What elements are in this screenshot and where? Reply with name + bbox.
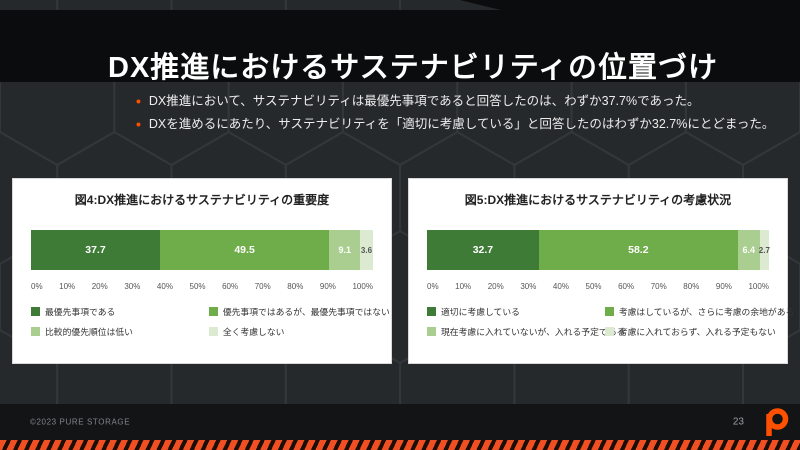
bar-segment: 6.4: [737, 230, 760, 270]
copyright-text: ©2023 PURE STORAGE: [30, 417, 131, 427]
pure-storage-logo: [766, 408, 789, 436]
title-band: DX推進におけるサステナビリティの位置づけ: [0, 10, 800, 84]
chart-title: 図4:DX推進におけるサステナビリティの重要度: [74, 193, 330, 207]
axis-tick-label: 50%: [585, 282, 602, 291]
segment-value-label: 37.7: [85, 244, 106, 256]
segment-value-label: 49.5: [234, 244, 255, 256]
legend-label: 優先事項ではあるが、最優先事項ではない: [222, 307, 390, 317]
axis-tick-label: 90%: [319, 282, 336, 291]
axis-tick-label: 100%: [748, 282, 769, 291]
bar-segment: 37.7: [31, 230, 160, 270]
legend-swatch: [604, 307, 614, 316]
axis-tick-label: 80%: [683, 282, 700, 291]
bullet-text: DXを進めるにあたり、サステナビリティを「適切に考慮している」と回答したのはわず…: [148, 117, 775, 131]
axis-tick-label: 100%: [352, 282, 373, 291]
legend-label: 考慮に入れておらず、入れる予定もない: [618, 327, 776, 337]
axis-tick-label: 70%: [650, 282, 667, 291]
axis-tick-label: 30%: [124, 282, 141, 291]
legend-swatch: [427, 307, 436, 316]
axis-tick-label: 40%: [156, 282, 173, 291]
bullet-marker: •: [136, 116, 141, 132]
legend-label: 考慮はしているが、さらに考慮の余地がある: [618, 307, 795, 317]
stacked-bar: 32.7 58.2 6.4 2.7: [427, 230, 770, 270]
page-number: 23: [732, 416, 744, 428]
legend-item: 考慮はしているが、さらに考慮の余地がある: [604, 305, 794, 318]
axis-tick-label: 80%: [287, 282, 304, 291]
bullet-text: DX推進において、サステナビリティは最優先事項であると回答したのは、わずか37.…: [148, 94, 700, 108]
chart-legend: 最優先事項である 優先事項ではあるが、最優先事項ではない 比較的優先順位は低い …: [31, 305, 390, 338]
legend-item: 優先事項ではあるが、最優先事項ではない: [208, 305, 390, 318]
bar-segment: 3.6: [360, 230, 373, 270]
axis-tick-label: 0%: [31, 282, 43, 291]
segment-value-label: 9.1: [338, 245, 352, 255]
legend-item: 現在考慮に入れていないが、入れる予定である: [427, 325, 625, 338]
axis-tick-label: 60%: [222, 282, 239, 291]
bullet-item: • DX推進において、サステナビリティは最優先事項であると回答したのは、わずか3…: [136, 90, 776, 113]
x-axis-tick-labels: 0% 10% 20% 30% 40% 50% 60% 70% 80% 90% 100%: [427, 282, 769, 291]
legend-swatch: [427, 327, 436, 336]
legend-item: 全く考慮しない: [208, 325, 373, 338]
axis-tick-label: 20%: [91, 282, 108, 291]
axis-tick-label: 90%: [715, 282, 732, 291]
bar-segment: 49.5: [159, 230, 330, 270]
segment-value-label: 2.7: [758, 245, 770, 255]
chart-title: 図5:DX推進におけるサステナビリティの考慮状況: [464, 193, 732, 207]
bullet-list: • DX推進において、サステナビリティは最優先事項であると回答したのは、わずか3…: [136, 90, 776, 136]
axis-tick-label: 70%: [254, 282, 271, 291]
axis-tick-label: 40%: [552, 282, 569, 291]
segment-value-label: 32.7: [472, 244, 494, 256]
legend-label: 最優先事項である: [45, 307, 116, 317]
axis-tick-label: 10%: [455, 282, 472, 291]
legend-swatch: [208, 327, 218, 336]
axis-tick-label: 50%: [189, 282, 206, 291]
footer-bar: ©2023 PURE STORAGE 23: [0, 404, 800, 440]
x-axis-tick-labels: 0% 10% 20% 30% 40% 50% 60% 70% 80% 90% 100%: [31, 282, 373, 291]
segment-value-label: 3.6: [360, 245, 373, 255]
bar-segment: 58.2: [538, 230, 738, 270]
legend-item: 比較的優先順位は低い: [31, 325, 209, 338]
legend-label: 適切に考慮している: [441, 307, 520, 317]
legend-swatch: [31, 327, 40, 336]
axis-tick-label: 20%: [487, 282, 504, 291]
legend-item: 適切に考慮している: [427, 305, 605, 318]
axis-tick-label: 30%: [520, 282, 537, 291]
stacked-bar: 37.7 49.5 9.1 3.6: [31, 230, 373, 270]
bar-segment: 2.7: [758, 230, 770, 270]
legend-swatch: [31, 307, 40, 316]
header-accent-shape: [460, 0, 800, 10]
legend-swatch: [604, 327, 614, 336]
legend-swatch: [208, 307, 218, 316]
bar-segment: 32.7: [427, 230, 539, 270]
segment-value-label: 58.2: [628, 244, 649, 256]
legend-label: 全く考慮しない: [222, 327, 285, 337]
chart-panel-figure5: 図5:DX推進におけるサステナビリティの考慮状況 32.7 58.2 6.4 2…: [408, 178, 794, 364]
legend-item: 最優先事項である: [31, 305, 209, 318]
page-title: DX推進におけるサステナビリティの位置づけ: [108, 52, 718, 85]
chart-panel-figure4: 図4:DX推進におけるサステナビリティの重要度 37.7 49.5 9.1 3.…: [12, 178, 392, 364]
chart-legend: 適切に考慮している 考慮はしているが、さらに考慮の余地がある 現在考慮に入れてい…: [427, 305, 794, 338]
axis-tick-label: 60%: [618, 282, 635, 291]
axis-tick-label: 10%: [59, 282, 76, 291]
legend-item: 考慮に入れておらず、入れる予定もない: [604, 325, 776, 338]
bullet-item: • DXを進めるにあたり、サステナビリティを「適切に考慮している」と回答したのは…: [136, 113, 776, 136]
legend-label: 比較的優先順位は低い: [45, 327, 133, 337]
bottom-stripe-band: [0, 440, 800, 450]
axis-tick-label: 0%: [427, 282, 439, 291]
bullet-marker: •: [136, 93, 141, 109]
legend-label: 現在考慮に入れていないが、入れる予定である: [441, 327, 626, 337]
segment-value-label: 6.4: [742, 245, 756, 255]
bar-segment: 9.1: [329, 230, 361, 270]
